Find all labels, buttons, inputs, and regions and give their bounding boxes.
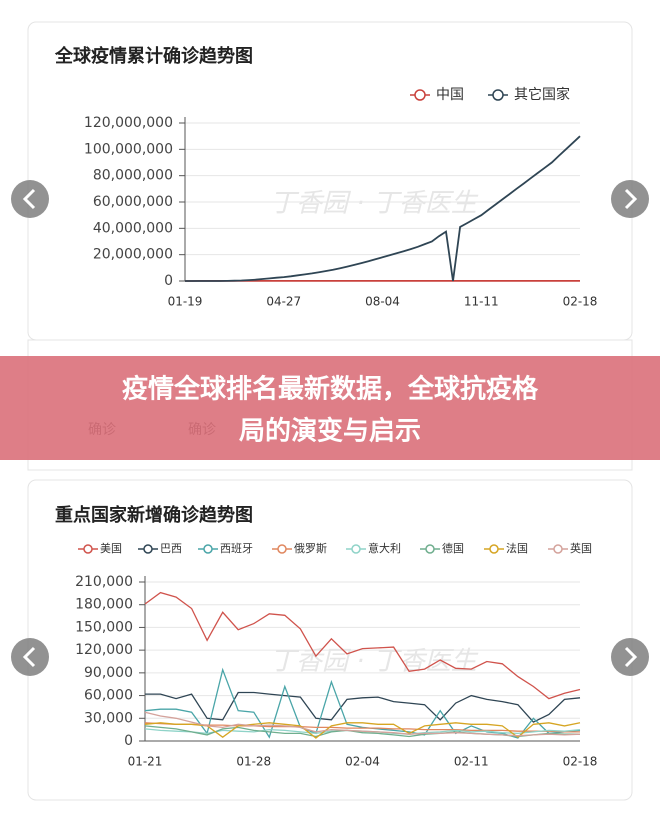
x-tick-label: 04-27 <box>266 295 301 309</box>
x-tick-label: 02-11 <box>454 755 489 769</box>
legend-label: 法国 <box>506 541 528 555</box>
series-line <box>144 711 581 737</box>
legend-swatch <box>143 544 153 554</box>
y-tick-label: 30,000 <box>84 710 133 726</box>
legend-label: 意大利 <box>368 541 401 555</box>
y-tick-label: 0 <box>164 273 173 289</box>
legend-label: 俄罗斯 <box>294 542 327 555</box>
chart-title: 全球疫情累计确诊趋势图 <box>54 45 253 67</box>
legend-label: 英国 <box>570 541 592 555</box>
banner-title: 疫情全球排名最新数据，全球抗疫格 <box>122 374 539 405</box>
legend-swatch <box>83 544 93 554</box>
legend-swatch <box>553 544 563 554</box>
y-tick-label: 80,000,000 <box>93 168 173 184</box>
chart-title: 重点国家新增确诊趋势图 <box>55 504 253 526</box>
legend-label: 美国 <box>100 542 122 555</box>
legend-swatch <box>489 544 499 554</box>
legend-swatch <box>203 544 213 554</box>
x-tick-label: 01-28 <box>236 755 271 769</box>
legend-swatch <box>425 544 435 554</box>
legend-label: 巴西 <box>160 542 182 555</box>
legend-swatch <box>351 544 361 554</box>
legend-swatch <box>277 544 287 554</box>
y-tick-label: 120,000 <box>75 642 133 658</box>
prev-button[interactable] <box>11 180 49 218</box>
y-tick-label: 150,000 <box>75 619 133 635</box>
y-tick-label: 20,000,000 <box>93 247 173 263</box>
y-tick-label: 120,000,000 <box>84 115 173 131</box>
prev-button[interactable] <box>11 638 49 676</box>
y-tick-label: 180,000 <box>75 597 133 613</box>
series-line <box>144 722 580 733</box>
series-line <box>185 135 581 282</box>
x-tick-label: 01-21 <box>128 755 163 769</box>
legend-label: 中国 <box>436 87 464 103</box>
y-tick-label: 60,000 <box>84 688 133 704</box>
y-tick-label: 210,000 <box>75 574 133 590</box>
watermark: 丁香园 · 丁香医生 <box>270 647 479 677</box>
next-button[interactable] <box>611 638 649 676</box>
y-tick-label: 90,000 <box>84 665 133 681</box>
series-line <box>145 691 581 723</box>
legend-label: 其它国家 <box>514 86 570 103</box>
x-tick-label: 01-19 <box>168 295 203 309</box>
legend-swatch <box>492 89 504 101</box>
x-tick-label: 02-04 <box>345 755 380 769</box>
y-tick-label: 60,000,000 <box>93 194 173 210</box>
x-tick-label: 11-11 <box>464 295 499 309</box>
legend-label: 德国 <box>442 541 464 555</box>
watermark: 丁香园 · 丁香医生 <box>270 189 479 219</box>
banner-title: 局的演变与启示 <box>239 416 421 447</box>
x-tick-label: 02-18 <box>563 295 598 309</box>
next-button[interactable] <box>611 180 649 218</box>
x-tick-label: 02-18 <box>563 755 598 769</box>
series-line <box>144 591 581 700</box>
banner <box>0 356 660 460</box>
series-line <box>144 722 581 739</box>
x-tick-label: 08-04 <box>365 295 400 309</box>
y-tick-label: 0 <box>124 733 133 749</box>
y-tick-label: 100,000,000 <box>84 141 173 157</box>
y-tick-label: 40,000,000 <box>93 220 173 236</box>
legend-label: 西班牙 <box>220 542 253 555</box>
legend-swatch <box>414 89 426 101</box>
